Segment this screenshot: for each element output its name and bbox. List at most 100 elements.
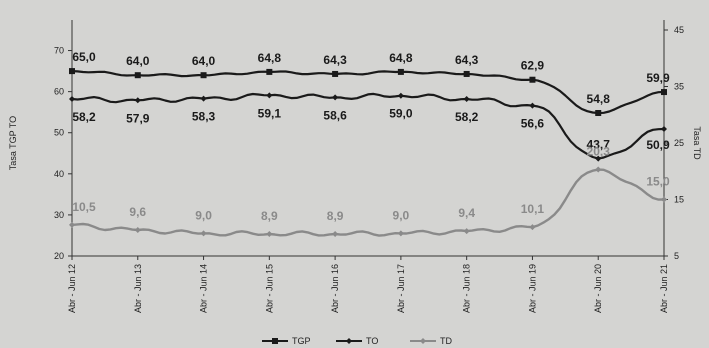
x-tick-label: Abr - Jun 16 [330,264,340,313]
x-tick-label: Abr - Jun 15 [264,264,274,313]
data-label-td: 20,3 [587,145,611,159]
data-label-tgp: 59,9 [646,71,670,85]
data-label-to: 57,9 [126,111,150,125]
x-tick-label: Abr - Jun 14 [199,264,209,313]
data-label-td: 8,9 [261,209,278,223]
y-tick-label-right: 25 [674,138,684,148]
data-label-to: 43,7 [587,138,611,152]
y-axis-title-left: Tasa TGP TO [8,116,18,170]
y-tick-label-left: 20 [54,251,64,261]
data-label-tgp: 62,9 [521,59,545,73]
data-point-to [463,96,470,103]
data-point-to [69,96,75,103]
legend-label-to: TO [366,336,378,346]
data-point-td [200,230,207,237]
data-point-to [661,126,667,133]
data-point-to [266,92,273,99]
data-point-to [200,95,207,102]
data-label-tgp: 64,0 [126,54,150,68]
y-tick-label-left: 50 [54,128,64,138]
data-point-td [529,224,536,231]
data-point-tgp [134,72,141,79]
y-tick-label-left: 60 [54,87,64,97]
data-point-tgp [266,68,273,75]
data-point-tgp [661,89,667,96]
y-axis-title-right-text: Tasa TD [692,126,702,160]
data-label-td: 8,9 [327,209,344,223]
data-label-to: 58,3 [192,110,216,124]
x-tick-label: Abr - Jun 12 [67,264,77,313]
data-label-tgp: 64,8 [389,51,413,65]
data-label-tgp: 54,8 [587,92,611,106]
y-axis-title-left-text: Tasa TGP TO [8,116,18,170]
legend-label-tgp: TGP [292,336,311,346]
data-point-tgp [69,68,75,75]
data-point-to [332,94,339,101]
data-point-td [463,228,470,235]
data-label-td: 10,5 [72,200,96,214]
legend-label-td: TD [440,336,452,346]
data-label-td: 10,1 [521,202,545,216]
data-label-td: 9,4 [458,206,475,220]
data-label-td: 9,6 [129,205,146,219]
x-tick-label: Abr - Jun 13 [133,264,143,313]
data-point-td [266,230,273,237]
legend-marker-tgp [272,338,278,344]
data-label-td: 9,0 [195,208,212,222]
series-lines [71,70,665,237]
data-point-tgp [332,70,339,77]
x-tick-label: Abr - Jun 19 [527,264,537,313]
x-tick-label: Abr - Jun 20 [593,264,603,313]
data-label-tgp: 64,3 [323,53,347,67]
data-point-td [595,166,602,173]
series-line-td [71,168,665,237]
data-label-tgp: 65,0 [72,50,96,64]
y-tick-label-left: 70 [54,46,64,56]
legend-marker-to [346,338,352,344]
x-tick-label: Abr - Jun 21 [659,264,669,313]
data-label-to: 59,0 [389,107,413,121]
data-label-to: 50,9 [646,138,670,152]
series-line-tgp [71,70,665,115]
data-labels: 65,0 64,0 64,0 64,8 64,3 64,8 64,3 62,9 54,8 59,9… [72,50,670,223]
data-label-to: 59,1 [258,106,282,120]
data-point-tgp [595,110,602,117]
data-point-td [69,221,75,228]
y-tick-label-right: 35 [674,82,684,92]
y-tick-label-right: 5 [674,251,679,261]
x-tick-label: Abr - Jun 17 [396,264,406,313]
data-point-to [397,92,404,99]
series-markers [69,68,667,237]
y-tick-label-left: 40 [54,169,64,179]
series-line-to [71,92,665,160]
data-label-tgp: 64,8 [258,51,282,65]
y-axis-title-right: Tasa TD [692,126,702,160]
data-point-to [529,102,536,109]
data-label-td: 9,0 [393,208,410,222]
legend-marker-td [420,338,426,344]
y-tick-label-left: 30 [54,210,64,220]
data-label-tgp: 64,0 [192,54,216,68]
chart-axes: 20 30 40 50 60 70 5 15 25 35 45 Abr - Jun 12 Abr - J… [54,20,684,313]
data-label-to: 58,6 [323,108,347,122]
data-point-tgp [463,70,470,77]
data-point-tgp [200,72,207,79]
data-point-to [134,97,141,104]
data-label-to: 58,2 [455,110,479,124]
y-tick-label-right: 45 [674,25,684,35]
data-point-td [332,230,339,237]
data-point-td [397,230,404,237]
y-tick-label-right: 15 [674,195,684,205]
data-label-to: 56,6 [521,117,545,131]
data-point-td [134,227,141,234]
data-point-to [595,155,602,162]
data-point-tgp [529,76,536,83]
data-label-td: 15,0 [646,175,670,189]
data-point-tgp [397,68,404,75]
data-label-tgp: 64,3 [455,53,479,67]
chart-legend: TGP TO TD [262,336,452,346]
data-point-td [661,196,667,203]
x-tick-label: Abr - Jun 18 [462,264,472,313]
data-label-to: 58,2 [72,110,96,124]
